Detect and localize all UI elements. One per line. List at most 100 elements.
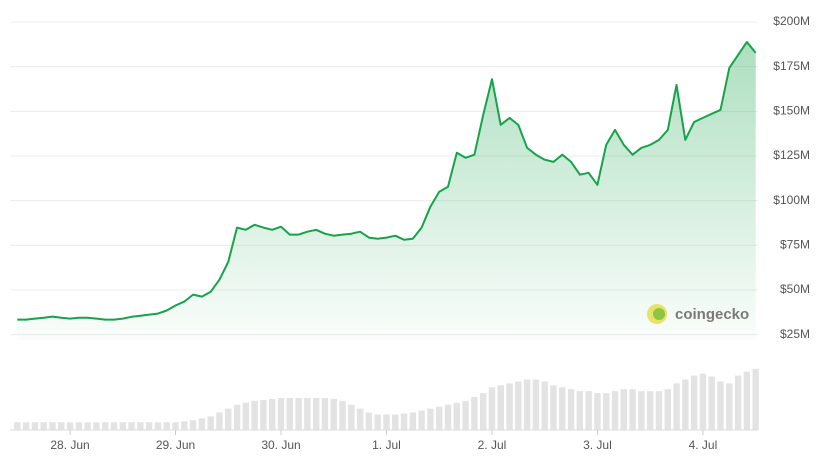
volume-bar (726, 383, 733, 430)
volume-bar (163, 422, 170, 430)
x-tick-label: 3. Jul (583, 438, 612, 452)
watermark: coingecko (647, 304, 749, 324)
volume-bar (374, 414, 381, 430)
volume-bar (541, 381, 548, 430)
volume-bar (444, 404, 452, 430)
volume-bar (400, 413, 408, 430)
volume-bar (629, 389, 636, 430)
volume-bar (734, 375, 742, 430)
volume-bar (277, 397, 285, 430)
line (17, 41, 757, 321)
volume-bar (49, 422, 56, 430)
volume-bar (58, 422, 65, 430)
volume-bar (752, 368, 759, 430)
volume-bar (594, 393, 601, 430)
y-tick-label: $125M (773, 148, 810, 162)
volume-bar (462, 400, 469, 430)
volume-bar (242, 402, 250, 430)
volume-bar (576, 391, 584, 430)
volume-bar (356, 408, 364, 430)
volume-bar (348, 404, 355, 430)
y-tick-label: $200M (773, 14, 810, 28)
volume-bar (198, 418, 206, 430)
volume-bar (119, 422, 126, 430)
volume-bar (14, 422, 21, 430)
volume-bar (506, 383, 513, 430)
volume-bar (102, 422, 109, 430)
volume-bar (181, 421, 188, 430)
y-tick-label: $150M (773, 103, 810, 117)
volume-bar (690, 375, 698, 430)
volume-bar (427, 408, 434, 430)
volume-bar (559, 387, 566, 430)
volume-bar (189, 420, 197, 430)
volume-bar (497, 385, 504, 430)
volume-bar (603, 393, 610, 430)
volume-bar (84, 422, 91, 430)
volume-bar (154, 422, 162, 430)
volume-bar (304, 397, 311, 430)
volume-bar (22, 422, 30, 430)
y-tick-label: $100M (773, 193, 810, 207)
volume-bar (453, 402, 460, 430)
volume-bar (673, 383, 680, 430)
y-tick-label: $75M (780, 237, 810, 251)
volume-bar (260, 399, 267, 430)
volume-bar (682, 379, 689, 430)
volume-bar (585, 391, 592, 430)
y-tick-label: $50M (780, 282, 810, 296)
volume-bar (392, 414, 399, 430)
volume-bar (743, 371, 751, 430)
volume-bar (31, 422, 39, 430)
volume-bar (269, 398, 276, 430)
volume-bar (172, 422, 179, 430)
watermark-text: coingecko (675, 306, 749, 323)
volume-bar (655, 391, 663, 430)
volume-bar (66, 422, 74, 430)
volume-bar (550, 385, 557, 430)
volume-bar (339, 400, 346, 430)
area (17, 42, 756, 340)
volume-bar (717, 381, 724, 430)
x-tick-label: 2. Jul (478, 438, 507, 452)
volume-bar (207, 416, 214, 430)
volume-bar (664, 389, 671, 430)
volume-bar (312, 397, 320, 430)
volume-bar (418, 410, 425, 430)
volume-bar (646, 391, 654, 430)
volume-bar (611, 391, 619, 430)
volume-bar (515, 381, 522, 430)
volume-bar (471, 396, 478, 430)
volume-bar (225, 408, 232, 430)
y-tick-label: $25M (780, 327, 810, 341)
x-tick-label: 1. Jul (372, 438, 401, 452)
volume-bar (479, 393, 487, 430)
volume-bar (145, 422, 153, 430)
volume-bar (532, 379, 540, 430)
volume-bar (330, 398, 337, 430)
x-tick-label: 29. Jun (156, 438, 195, 452)
volume-bar (251, 400, 258, 430)
volume-bar (93, 422, 100, 430)
volume-bar (216, 412, 223, 430)
volume-bar (708, 376, 715, 430)
volume-bar (523, 379, 531, 430)
volume-bar (699, 373, 707, 430)
volume-bar (75, 422, 83, 430)
y-tick-label: $175M (773, 59, 810, 73)
volume-bar (295, 397, 302, 430)
volume-bar (488, 387, 496, 430)
volume-bar (409, 412, 417, 430)
volume-bar (383, 414, 390, 430)
volume-bar (638, 391, 645, 430)
volume-bar (436, 406, 443, 430)
volume-bar (137, 422, 144, 430)
x-tick-label: 30. Jun (261, 438, 300, 452)
x-tick-label: 4. Jul (689, 438, 718, 452)
volume-bar (286, 397, 293, 430)
volume-bar (233, 404, 241, 430)
volume-bar (567, 389, 575, 430)
volume-bar (620, 389, 628, 430)
volume-bar (110, 422, 118, 430)
